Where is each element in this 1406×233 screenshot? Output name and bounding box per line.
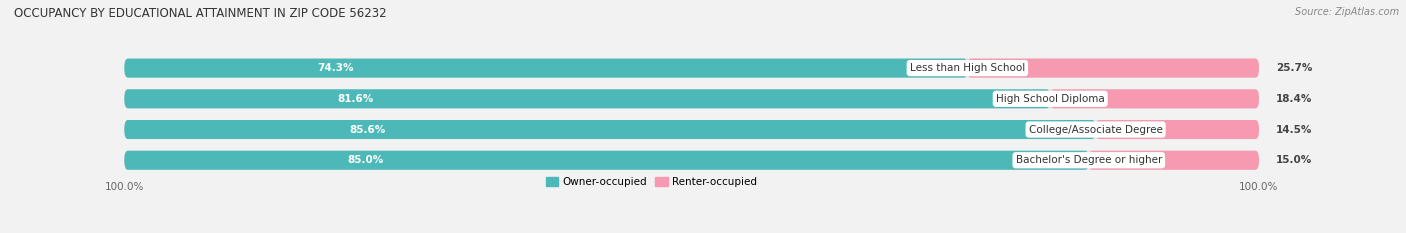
Text: 15.0%: 15.0% (1277, 155, 1312, 165)
FancyBboxPatch shape (1095, 120, 1258, 139)
FancyBboxPatch shape (1050, 89, 1258, 108)
Legend: Owner-occupied, Renter-occupied: Owner-occupied, Renter-occupied (546, 177, 756, 187)
Text: Less than High School: Less than High School (910, 63, 1025, 73)
Text: 14.5%: 14.5% (1277, 124, 1312, 134)
FancyBboxPatch shape (967, 58, 1258, 78)
FancyBboxPatch shape (124, 58, 1258, 78)
FancyBboxPatch shape (124, 151, 1088, 170)
Text: 100.0%: 100.0% (104, 182, 143, 192)
FancyBboxPatch shape (124, 120, 1095, 139)
Text: College/Associate Degree: College/Associate Degree (1029, 124, 1163, 134)
Text: Bachelor's Degree or higher: Bachelor's Degree or higher (1015, 155, 1161, 165)
FancyBboxPatch shape (1088, 151, 1258, 170)
Text: Source: ZipAtlas.com: Source: ZipAtlas.com (1295, 7, 1399, 17)
Text: OCCUPANCY BY EDUCATIONAL ATTAINMENT IN ZIP CODE 56232: OCCUPANCY BY EDUCATIONAL ATTAINMENT IN Z… (14, 7, 387, 20)
Text: 85.6%: 85.6% (349, 124, 385, 134)
FancyBboxPatch shape (124, 89, 1258, 108)
Text: 85.0%: 85.0% (347, 155, 384, 165)
FancyBboxPatch shape (124, 151, 1258, 170)
FancyBboxPatch shape (124, 89, 1050, 108)
Text: 18.4%: 18.4% (1277, 94, 1312, 104)
Text: 100.0%: 100.0% (1239, 182, 1278, 192)
Text: 74.3%: 74.3% (316, 63, 353, 73)
FancyBboxPatch shape (124, 58, 967, 78)
FancyBboxPatch shape (124, 120, 1258, 139)
Text: 25.7%: 25.7% (1277, 63, 1312, 73)
Text: High School Diploma: High School Diploma (995, 94, 1105, 104)
Text: 81.6%: 81.6% (337, 94, 374, 104)
